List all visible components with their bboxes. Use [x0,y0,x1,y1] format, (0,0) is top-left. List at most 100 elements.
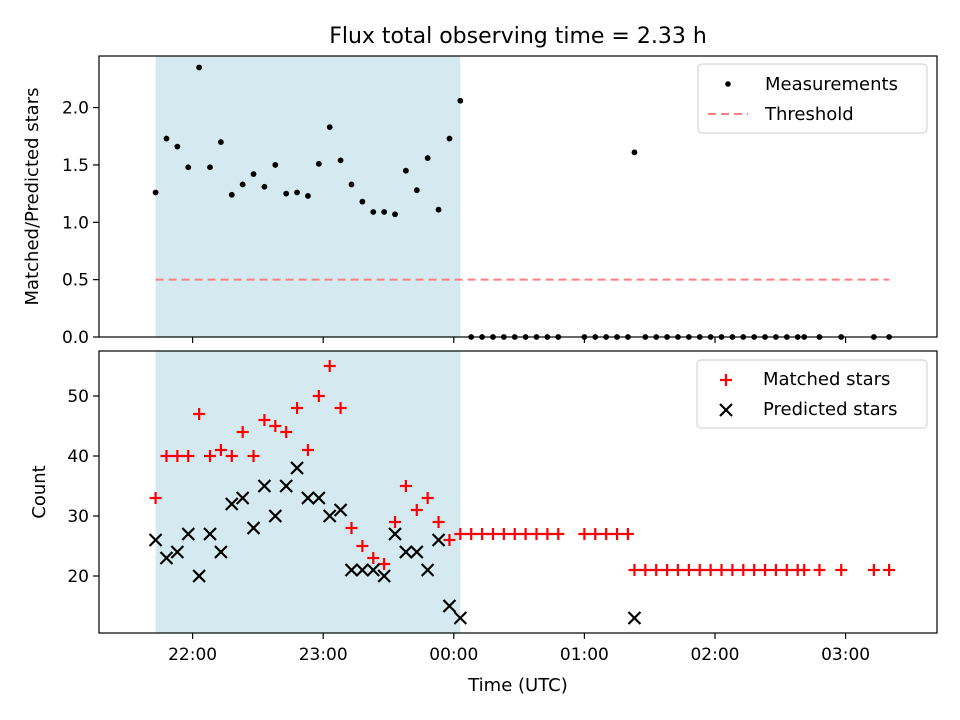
x-tick-label: 22:00 [168,645,217,665]
measurement-point [413,187,420,194]
predicted-star-point [399,545,413,559]
matched-star-point [578,528,591,540]
predicted-star-point [235,491,250,505]
legend-predicted-marker [719,403,733,417]
x-axis-label: Time (UTC) [467,675,568,696]
matched-star-point [193,408,206,420]
measurement-point [446,135,453,142]
chart-title: Flux total observing time = 2.33 h [329,24,707,49]
measurement-point [217,139,224,145]
x-tick-label: 01:00 [560,645,609,665]
matched-star-point [247,450,260,462]
matched-star-point [160,450,173,462]
bottom-y-ticks: 20 30 40 50 [67,387,99,587]
predicted-star-point [377,569,391,583]
measurement-point [359,198,366,205]
matched-star-point [759,564,772,576]
predicted-star-point [268,509,283,523]
predicted-star-point [388,527,402,541]
top-legend-box [697,63,928,134]
bottom-y-tick-label: 20 [67,567,89,587]
matched-star-point [589,528,602,540]
measurement-point [207,164,213,171]
matched-star-point [600,528,613,540]
legend-matched-marker [720,374,732,386]
predicted-star-point [224,497,239,511]
matched-star-point [312,390,325,402]
predicted-star-point [344,563,359,577]
matched-star-point [465,528,478,540]
measurement-point [348,181,355,188]
matched-star-point [454,528,467,540]
matched-star-point [715,564,728,576]
x-tick-label: 03:00 [821,645,870,665]
predicted-star-point [420,563,435,577]
measurement-point [381,209,388,215]
matched-star-point [835,564,848,576]
matched-star-point [389,516,402,528]
predicted-star-point [322,509,337,523]
bottom-y-tick-label: 40 [67,447,89,467]
matched-star-point [204,450,217,462]
matched-star-point [639,564,652,576]
measurement-point [250,171,257,178]
predicted-star-point [181,527,196,541]
measurement-point [392,211,398,218]
matched-star-point [798,564,811,576]
measurement-point [261,183,268,190]
top-y-tick-label: 0.0 [62,328,89,348]
bottom-legend: Matched stars Predicted stars [696,359,928,429]
x-tick-label: 00:00 [429,645,478,665]
matched-star-point [236,426,249,438]
matched-star-point [541,528,554,540]
matched-star-point [345,522,358,534]
matched-star-point [530,528,543,540]
matched-star-point [214,444,227,456]
matched-star-point [334,402,347,414]
predicted-star-point [159,551,174,565]
top-axes-frame [98,55,938,338]
predicted-star-point [333,503,348,517]
matched-star-point [432,516,445,528]
measurement-point [326,124,333,131]
matched-star-point [671,564,684,576]
matched-star-point [737,564,750,576]
matched-star-point [508,528,521,540]
predicted-star-point [410,545,424,559]
matched-star-point [813,564,826,576]
matched-star-point [748,564,761,576]
matched-star-point [780,564,793,576]
matched-star-point [410,504,423,516]
measurement-point [305,193,311,199]
measurement-point [315,160,322,167]
matched-star-point [225,450,238,462]
predicted-star-point [355,563,370,577]
predicted-star-point [203,527,217,541]
predicted-star-point [442,599,457,613]
measurement-point [337,157,344,164]
predicted-star-point [192,569,206,583]
matched-star-point [867,564,880,576]
matched-star-point [650,564,663,576]
matched-star-point [693,564,706,576]
predicted-star-point [453,611,468,625]
predicted-star-points [148,461,642,625]
top-panel: 0.00.51.01.52.0 Matched/Predicted stars … [22,55,938,348]
matched-star-point [356,540,369,552]
measurement-point [196,64,203,71]
matched-star-point [269,420,282,432]
bottom-y-tick-label: 30 [67,507,89,527]
measurement-point [239,181,246,188]
legend-measurements-label: Measurements [765,74,898,95]
matched-star-point [769,564,782,576]
measurement-point [457,97,464,104]
measurement-point [631,149,638,156]
bottom-y-tick-label: 50 [67,387,89,407]
matched-star-point [149,492,162,504]
matched-star-point [182,450,195,462]
bottom-legend-box [696,359,928,429]
matched-star-points [149,360,896,576]
matched-star-point [519,528,532,540]
predicted-star-point [170,545,185,559]
